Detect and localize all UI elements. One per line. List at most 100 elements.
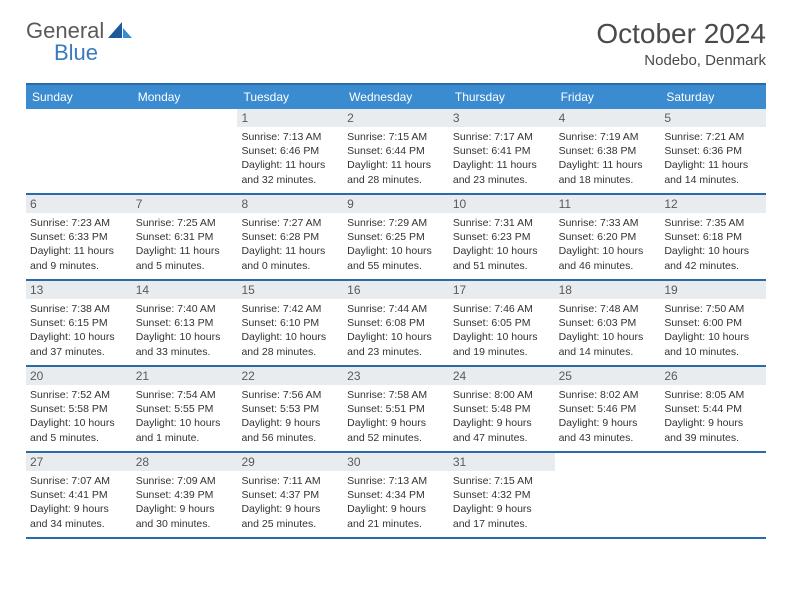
weeks-container: ..1Sunrise: 7:13 AMSunset: 6:46 PMDaylig… [26, 109, 766, 539]
day-cell: 31Sunrise: 7:15 AMSunset: 4:32 PMDayligh… [449, 453, 555, 537]
day-number: 22 [237, 367, 343, 385]
day-info: Sunrise: 7:54 AMSunset: 5:55 PMDaylight:… [136, 388, 234, 445]
day-cell: 1 Sunrise: 7:13 AMSunset: 6:46 PMDaylight… [237, 109, 343, 193]
day-info: Sunrise: 8:05 AMSunset: 5:44 PMDaylight:… [664, 388, 762, 445]
day-number: 15 [237, 281, 343, 299]
day-number: 29 [237, 453, 343, 471]
day-number: 6 [26, 195, 132, 213]
day-cell: 12Sunrise: 7:35 AMSunset: 6:18 PMDayligh… [660, 195, 766, 279]
day-number: 7 [132, 195, 238, 213]
dow-header: Wednesday [343, 85, 449, 109]
day-info: Sunrise: 7:40 AMSunset: 6:13 PMDaylight:… [136, 302, 234, 359]
day-number: 24 [449, 367, 555, 385]
day-cell: . [26, 109, 132, 193]
day-cell: 2 Sunrise: 7:15 AMSunset: 6:44 PMDaylight… [343, 109, 449, 193]
day-info: Sunrise: 7:15 AMSunset: 6:44 PMDaylight:… [347, 130, 445, 187]
day-number: 13 [26, 281, 132, 299]
day-number: 14 [132, 281, 238, 299]
day-cell: . [555, 453, 661, 537]
day-info: Sunrise: 7:44 AMSunset: 6:08 PMDaylight:… [347, 302, 445, 359]
day-cell: 14 Sunrise: 7:40 AMSunset: 6:13 PMDayligh… [132, 281, 238, 365]
day-cell: 22Sunrise: 7:56 AMSunset: 5:53 PMDayligh… [237, 367, 343, 451]
page-title: October 2024 [596, 18, 766, 50]
day-cell: . [132, 109, 238, 193]
day-cell: 24 Sunrise: 8:00 AMSunset: 5:48 PMDayligh… [449, 367, 555, 451]
dow-header: Friday [555, 85, 661, 109]
day-info: Sunrise: 7:25 AMSunset: 6:31 PMDaylight:… [136, 216, 234, 273]
day-cell: 29 Sunrise: 7:11 AMSunset: 4:37 PMDayligh… [237, 453, 343, 537]
day-number: 26 [660, 367, 766, 385]
day-info: Sunrise: 7:13 AMSunset: 4:34 PMDaylight:… [347, 474, 445, 531]
week-row: 6Sunrise: 7:23 AMSunset: 6:33 PMDaylight… [26, 195, 766, 281]
day-cell: 20 Sunrise: 7:52 AMSunset: 5:58 PMDayligh… [26, 367, 132, 451]
day-cell: 26 Sunrise: 8:05 AMSunset: 5:44 PMDayligh… [660, 367, 766, 451]
dow-header: Sunday [26, 85, 132, 109]
day-info: Sunrise: 7:58 AMSunset: 5:51 PMDaylight:… [347, 388, 445, 445]
day-cell: 16 Sunrise: 7:44 AMSunset: 6:08 PMDayligh… [343, 281, 449, 365]
day-info: Sunrise: 7:52 AMSunset: 5:58 PMDaylight:… [30, 388, 128, 445]
day-info: Sunrise: 8:00 AMSunset: 5:48 PMDaylight:… [453, 388, 551, 445]
day-info: Sunrise: 7:19 AMSunset: 6:38 PMDaylight:… [559, 130, 657, 187]
day-number: 20 [26, 367, 132, 385]
day-cell: 10Sunrise: 7:31 AMSunset: 6:23 PMDayligh… [449, 195, 555, 279]
day-info: Sunrise: 7:17 AMSunset: 6:41 PMDaylight:… [453, 130, 551, 187]
logo-sail-icon [108, 22, 134, 40]
header: General Blue October 2024 Nodebo, Denmar… [26, 18, 766, 69]
day-number: 21 [132, 367, 238, 385]
day-cell: 30 Sunrise: 7:13 AMSunset: 4:34 PMDayligh… [343, 453, 449, 537]
day-info: Sunrise: 7:38 AMSunset: 6:15 PMDaylight:… [30, 302, 128, 359]
week-row: 13 Sunrise: 7:38 AMSunset: 6:15 PMDayligh… [26, 281, 766, 367]
day-number: 1 [237, 109, 343, 127]
day-cell: 17 Sunrise: 7:46 AMSunset: 6:05 PMDayligh… [449, 281, 555, 365]
day-info: Sunrise: 7:50 AMSunset: 6:00 PMDaylight:… [664, 302, 762, 359]
dow-header: Thursday [449, 85, 555, 109]
day-cell: 23 Sunrise: 7:58 AMSunset: 5:51 PMDayligh… [343, 367, 449, 451]
day-number: 23 [343, 367, 449, 385]
day-number: 11 [555, 195, 661, 213]
day-number: 30 [343, 453, 449, 471]
day-number: 17 [449, 281, 555, 299]
day-info: Sunrise: 7:33 AMSunset: 6:20 PMDaylight:… [559, 216, 657, 273]
day-info: Sunrise: 7:42 AMSunset: 6:10 PMDaylight:… [241, 302, 339, 359]
day-cell: 11 Sunrise: 7:33 AMSunset: 6:20 PMDayligh… [555, 195, 661, 279]
day-cell: 19 Sunrise: 7:50 AMSunset: 6:00 PMDayligh… [660, 281, 766, 365]
day-info: Sunrise: 7:07 AMSunset: 4:41 PMDaylight:… [30, 474, 128, 531]
dow-header: Tuesday [237, 85, 343, 109]
day-cell: 21 Sunrise: 7:54 AMSunset: 5:55 PMDayligh… [132, 367, 238, 451]
day-number: 2 [343, 109, 449, 127]
day-cell: . [660, 453, 766, 537]
day-number: 12 [660, 195, 766, 213]
dow-header: Saturday [660, 85, 766, 109]
day-cell: 18 Sunrise: 7:48 AMSunset: 6:03 PMDayligh… [555, 281, 661, 365]
day-number: 9 [343, 195, 449, 213]
day-info: Sunrise: 7:11 AMSunset: 4:37 PMDaylight:… [241, 474, 339, 531]
day-of-week-row: SundayMondayTuesdayWednesdayThursdayFrid… [26, 85, 766, 109]
day-number: 5 [660, 109, 766, 127]
dow-header: Monday [132, 85, 238, 109]
day-number: 16 [343, 281, 449, 299]
day-cell: 25Sunrise: 8:02 AMSunset: 5:46 PMDayligh… [555, 367, 661, 451]
day-info: Sunrise: 7:46 AMSunset: 6:05 PMDaylight:… [453, 302, 551, 359]
week-row: ..1Sunrise: 7:13 AMSunset: 6:46 PMDaylig… [26, 109, 766, 195]
week-row: 20 Sunrise: 7:52 AMSunset: 5:58 PMDayligh… [26, 367, 766, 453]
day-info: Sunrise: 7:27 AMSunset: 6:28 PMDaylight:… [241, 216, 339, 273]
day-info: Sunrise: 7:09 AMSunset: 4:39 PMDaylight:… [136, 474, 234, 531]
day-number: 31 [449, 453, 555, 471]
title-block: October 2024 Nodebo, Denmark [596, 18, 766, 69]
location: Nodebo, Denmark [596, 52, 766, 69]
day-cell: 13 Sunrise: 7:38 AMSunset: 6:15 PMDayligh… [26, 281, 132, 365]
day-number: 25 [555, 367, 661, 385]
day-info: Sunrise: 7:48 AMSunset: 6:03 PMDaylight:… [559, 302, 657, 359]
day-info: Sunrise: 7:29 AMSunset: 6:25 PMDaylight:… [347, 216, 445, 273]
day-cell: 15 Sunrise: 7:42 AMSunset: 6:10 PMDayligh… [237, 281, 343, 365]
day-cell: 7 Sunrise: 7:25 AMSunset: 6:31 PMDaylight… [132, 195, 238, 279]
day-number: 19 [660, 281, 766, 299]
day-cell: 9 Sunrise: 7:29 AMSunset: 6:25 PMDaylight… [343, 195, 449, 279]
day-number: 8 [237, 195, 343, 213]
day-cell: 8 Sunrise: 7:27 AMSunset: 6:28 PMDaylight… [237, 195, 343, 279]
calendar: SundayMondayTuesdayWednesdayThursdayFrid… [26, 83, 766, 539]
day-number: 18 [555, 281, 661, 299]
week-row: 27Sunrise: 7:07 AMSunset: 4:41 PMDayligh… [26, 453, 766, 539]
day-info: Sunrise: 7:21 AMSunset: 6:36 PMDaylight:… [664, 130, 762, 187]
day-info: Sunrise: 7:13 AMSunset: 6:46 PMDaylight:… [241, 130, 339, 187]
